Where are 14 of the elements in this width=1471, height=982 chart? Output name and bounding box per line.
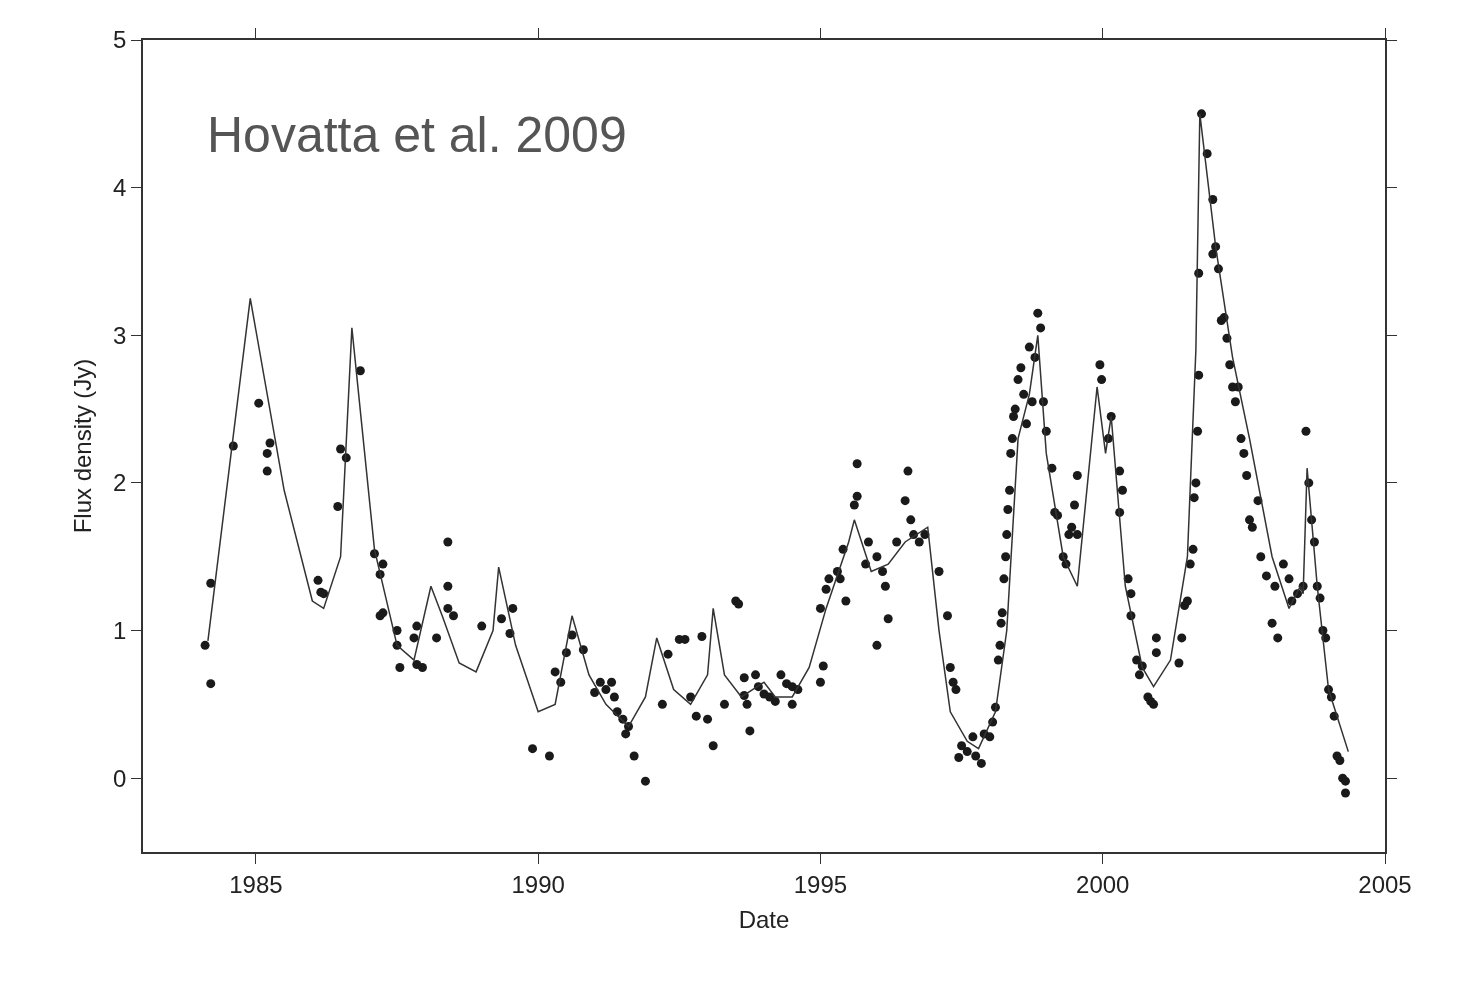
y-tick-label: 1	[113, 616, 127, 644]
x-tick-label: 2005	[1358, 870, 1412, 898]
y-tick-label: 4	[113, 174, 127, 202]
y-tick-label: 3	[113, 321, 127, 349]
x-tick-label: 1985	[229, 870, 283, 898]
x-tick-label: 1995	[793, 870, 848, 898]
x-tick-label: 1990	[511, 870, 565, 898]
annotation: Hovatta et al. 2009	[207, 107, 627, 163]
y-tick-label: 5	[113, 26, 127, 54]
y-tick-label: 2	[113, 469, 127, 497]
y-tick-label: 0	[113, 764, 127, 792]
x-tick-label: 2000	[1076, 870, 1130, 898]
x-axis-title: Date	[738, 906, 790, 934]
y-axis-title: Flux density (Jy)	[68, 358, 96, 534]
